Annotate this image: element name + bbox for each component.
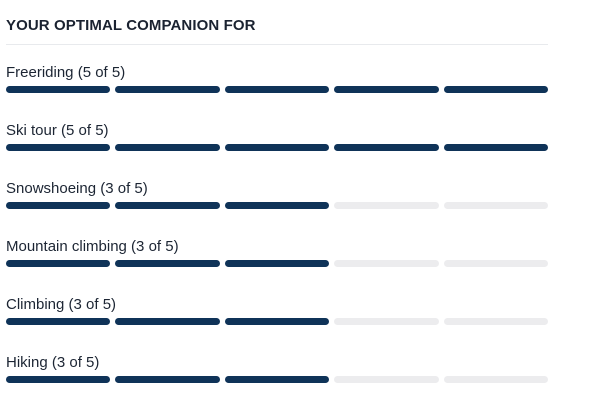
- rating-list: Freeriding (5 of 5) Ski tour (5 of 5) Sn…: [6, 63, 549, 411]
- rating-segment-empty: [443, 376, 549, 383]
- rating-item-mountain-climbing: Mountain climbing (3 of 5): [6, 237, 549, 295]
- rating-segment-filled: [224, 144, 330, 151]
- rating-label: Climbing (3 of 5): [6, 296, 117, 313]
- rating-segment-filled: [115, 202, 220, 209]
- rating-segment-filled: [115, 260, 220, 267]
- rating-segment-filled: [115, 86, 220, 93]
- rating-segment-empty: [443, 202, 549, 209]
- rating-item-ski-tour: Ski tour (5 of 5): [6, 121, 549, 179]
- rating-segment-filled: [443, 144, 549, 151]
- rating-segment-filled: [6, 260, 111, 267]
- rating-item-climbing: Climbing (3 of 5): [6, 295, 549, 353]
- rating-label: Hiking (3 of 5): [6, 354, 100, 371]
- rating-label: Ski tour (5 of 5): [6, 122, 109, 139]
- rating-segment-empty: [443, 260, 549, 267]
- rating-segment-empty: [334, 318, 439, 325]
- rating-segment-filled: [6, 318, 111, 325]
- rating-segment-filled: [443, 86, 549, 93]
- rating-segment-filled: [224, 260, 330, 267]
- rating-segment-filled: [6, 202, 111, 209]
- rating-bar: [6, 144, 549, 151]
- rating-segment-filled: [115, 376, 220, 383]
- companion-panel: YOUR OPTIMAL COMPANION FOR Freeriding (5…: [6, 0, 549, 411]
- rating-segment-filled: [115, 318, 220, 325]
- rating-segment-filled: [6, 86, 111, 93]
- rating-segment-empty: [334, 260, 439, 267]
- section-divider: [6, 44, 548, 45]
- rating-bar: [6, 260, 549, 267]
- rating-segment-filled: [224, 86, 330, 93]
- rating-segment-filled: [224, 376, 330, 383]
- rating-bar: [6, 86, 549, 93]
- rating-item-freeriding: Freeriding (5 of 5): [6, 63, 549, 121]
- rating-segment-filled: [6, 144, 111, 151]
- rating-segment-filled: [334, 144, 439, 151]
- rating-segment-filled: [6, 376, 111, 383]
- section-title: YOUR OPTIMAL COMPANION FOR: [6, 17, 256, 34]
- rating-segment-filled: [334, 86, 439, 93]
- rating-bar: [6, 318, 549, 325]
- rating-item-hiking: Hiking (3 of 5): [6, 353, 549, 411]
- rating-label: Snowshoeing (3 of 5): [6, 180, 148, 197]
- rating-label: Mountain climbing (3 of 5): [6, 238, 179, 255]
- rating-segment-filled: [224, 202, 330, 209]
- rating-bar: [6, 376, 549, 383]
- rating-label: Freeriding (5 of 5): [6, 64, 126, 81]
- rating-segment-filled: [224, 318, 330, 325]
- rating-item-snowshoeing: Snowshoeing (3 of 5): [6, 179, 549, 237]
- rating-segment-empty: [334, 202, 439, 209]
- rating-segment-empty: [334, 376, 439, 383]
- rating-bar: [6, 202, 549, 209]
- rating-segment-empty: [443, 318, 549, 325]
- rating-segment-filled: [115, 144, 220, 151]
